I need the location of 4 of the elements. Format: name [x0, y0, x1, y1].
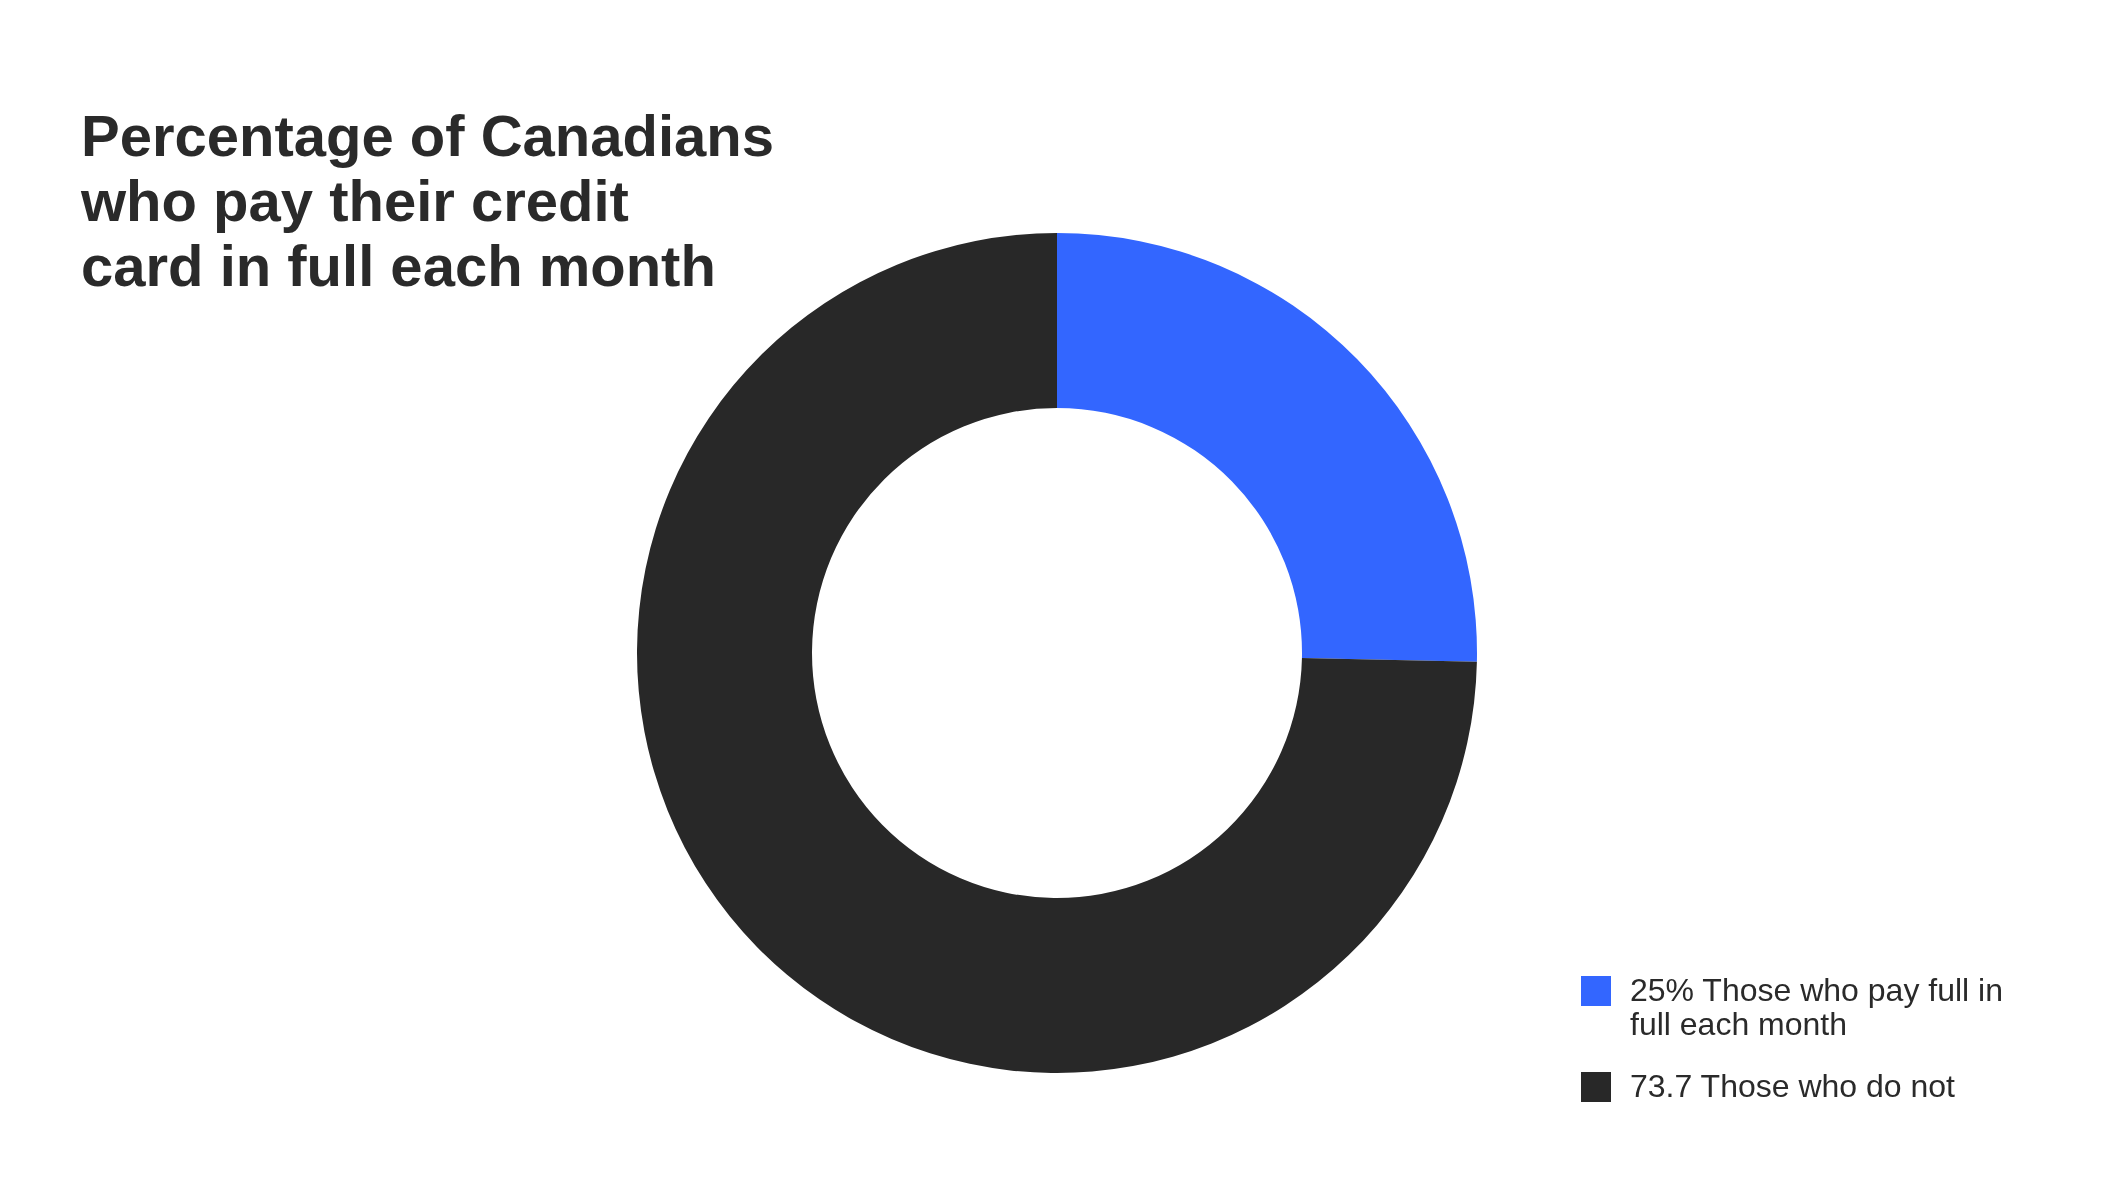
legend-label: 73.7 Those who do not: [1630, 1068, 1956, 1104]
legend-label: 25% Those who pay full in full each month: [1630, 972, 2003, 1042]
donut-slice: [1057, 233, 1477, 662]
chart-title: Percentage of Canadians who pay their credit card in full each month: [80, 103, 774, 298]
